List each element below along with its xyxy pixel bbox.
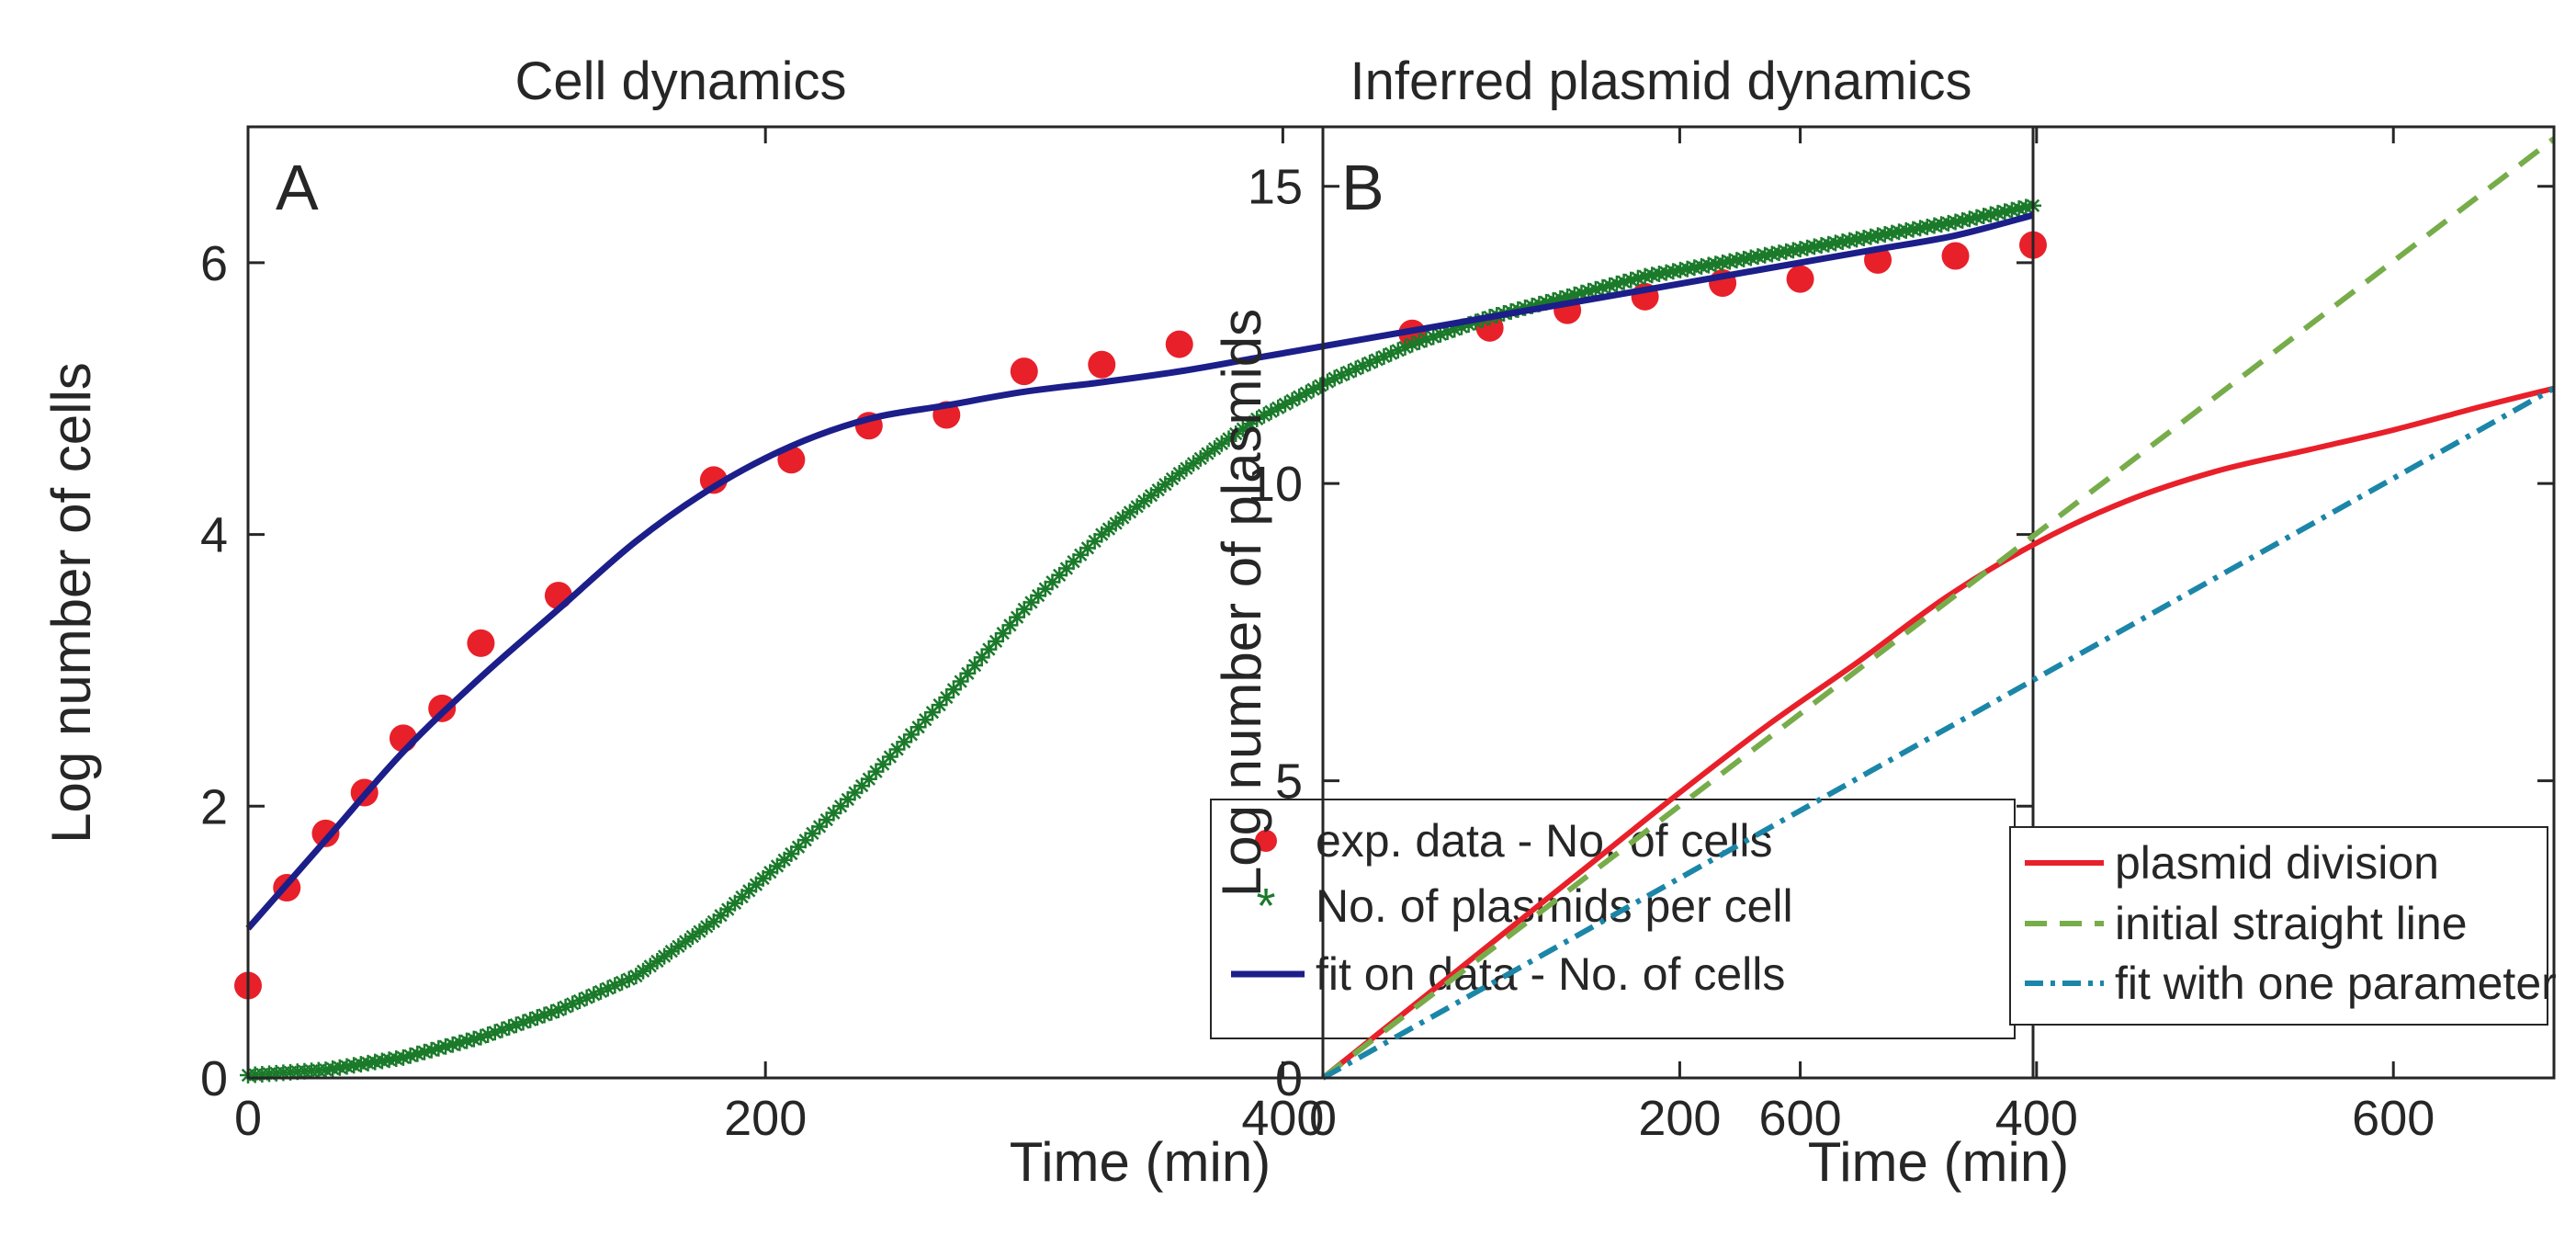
panel-a-label: A <box>276 152 319 223</box>
x-tick-label: 400 <box>1241 1091 1324 1146</box>
data-point-exp <box>1088 350 1116 379</box>
panel-a-title: Cell dynamics <box>515 51 847 111</box>
y-tick-label: 0 <box>200 1051 228 1106</box>
panel-b-axes-box <box>1321 125 2556 1080</box>
y-tick-label: 5 <box>1275 754 1303 810</box>
panel-a-ylabel: Log number of cells <box>40 362 102 844</box>
panel-a-series <box>234 197 2047 1084</box>
legend-label-plasmids: No. of plasmids per cell <box>1316 880 1793 932</box>
x-tick-label: 600 <box>2352 1091 2435 1146</box>
panel-b-legend: plasmid division initial straight line f… <box>2009 826 2557 1026</box>
y-tick-label: 15 <box>1248 160 1303 215</box>
panel-a-xlabel: Time (min) <box>1010 1131 1271 1193</box>
panel-b-chart: Inferred plasmid dynamics 0 200 400 600 0 5 10… <box>1211 51 2557 1193</box>
legend-label-fit: fit on data - No. of cells <box>1316 948 1785 1000</box>
x-tick-label: 200 <box>724 1091 807 1146</box>
x-tick-label: 0 <box>234 1091 262 1146</box>
y-tick-label: 10 <box>1248 457 1303 512</box>
legend-label-exp-data: exp. data - No. of cells <box>1316 815 1772 867</box>
panel-b-ylabel: Log number of plasmids <box>1211 309 1272 897</box>
x-tick-label: 0 <box>1309 1091 1337 1146</box>
series-line-a-2 <box>245 211 2034 931</box>
data-point-exp <box>1010 357 1038 386</box>
legend-marker-exp-data <box>1255 830 1277 852</box>
legend-label-fit-one-param: fit with one parameter <box>2115 958 2557 1009</box>
x-tick-label: 400 <box>1995 1091 2078 1146</box>
panel-a-legend: exp. data - No. of cells * No. of plasmi… <box>1210 799 2016 1039</box>
panel-b-axes: 0 200 400 600 0 5 10 15 <box>1248 127 2554 1146</box>
panel-a-axes-box <box>246 125 2035 1080</box>
series-line-b-2 <box>1321 386 2556 1081</box>
panel-b-label: B <box>1341 152 1384 223</box>
data-point-exp <box>699 466 728 494</box>
legend-marker-plasmids: * <box>1256 879 1275 934</box>
y-tick-label: 4 <box>200 508 228 563</box>
legend-label-plasmid-division: plasmid division <box>2115 837 2439 889</box>
data-point-exp <box>1941 242 1970 270</box>
x-tick-label: 200 <box>1638 1091 1721 1146</box>
panel-b-title: Inferred plasmid dynamics <box>1350 51 1972 111</box>
panel-b-xlabel: Time (min) <box>1808 1131 2069 1193</box>
data-point-exp <box>428 694 457 722</box>
data-point-exp <box>1165 330 1193 358</box>
data-point-exp <box>1786 265 1814 293</box>
y-tick-label: 0 <box>1275 1051 1303 1106</box>
series-line-b-1 <box>1321 136 2556 1081</box>
series-line-b-0 <box>1321 385 2555 1081</box>
y-tick-label: 6 <box>200 236 228 291</box>
panel-b-series <box>1321 136 2556 1081</box>
data-point-exp <box>467 629 495 657</box>
y-tick-label: 2 <box>200 779 228 834</box>
x-tick-label: 600 <box>1759 1091 1842 1146</box>
panel-a-chart: Cell dynamics 0 200 400 600 0 2 4 6 A Time (min… <box>40 51 2047 1193</box>
data-point-exp <box>777 446 806 474</box>
panel-a-axes: 0 200 400 600 0 2 4 6 <box>200 127 2033 1146</box>
data-point-exp <box>311 819 340 847</box>
legend-label-initial-straight: initial straight line <box>2115 898 2468 949</box>
